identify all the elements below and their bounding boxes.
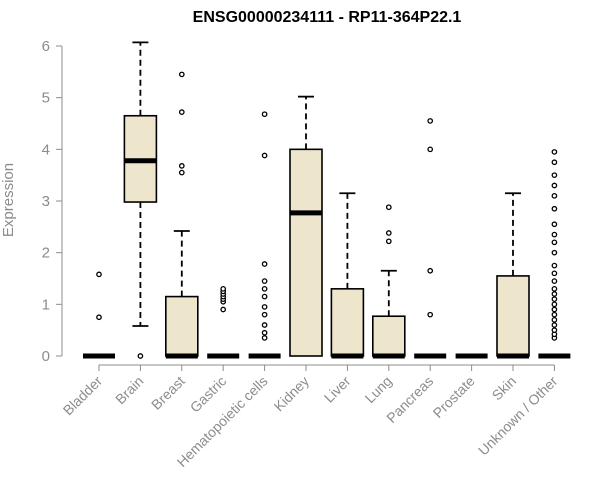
box-group — [165, 71, 199, 359]
box-group — [289, 95, 323, 357]
box-group — [83, 271, 115, 359]
outlier-point — [427, 146, 434, 153]
outlier-point — [551, 291, 558, 297]
outlier-point — [551, 322, 558, 328]
box-group — [207, 285, 240, 359]
outlier-point — [551, 239, 558, 246]
outlier-point — [96, 314, 102, 321]
outlier-point — [551, 262, 558, 269]
outlier-point — [427, 118, 434, 124]
box-group — [248, 111, 281, 359]
outlier-point — [261, 278, 268, 284]
outlier-point — [427, 267, 434, 274]
outlier-point — [261, 293, 268, 300]
outlier-point — [427, 311, 434, 318]
box — [330, 288, 365, 357]
outlier-point — [551, 278, 558, 284]
outlier-point — [261, 111, 268, 118]
box — [496, 275, 530, 357]
outlier-point — [551, 172, 558, 179]
outlier-point — [261, 152, 268, 159]
box — [165, 295, 199, 357]
outlier-point — [137, 353, 144, 359]
outlier-point — [385, 204, 392, 211]
outlier-point — [261, 335, 268, 341]
box-group — [123, 41, 158, 359]
x-tick-label: Breast — [148, 373, 188, 413]
outlier-point — [261, 329, 268, 336]
box-group — [496, 192, 530, 359]
outlier-point — [178, 109, 185, 115]
outlier-point — [551, 296, 558, 303]
x-tick-label: Kidney — [271, 373, 313, 415]
outlier-point — [178, 71, 185, 78]
outlier-point — [551, 221, 558, 228]
y-tick-label: 1 — [42, 296, 50, 313]
outlier-point — [551, 301, 558, 308]
outlier-point — [261, 261, 268, 267]
outlier-point — [261, 304, 268, 310]
outlier-point — [551, 270, 558, 277]
outlier-point — [220, 306, 227, 313]
outlier-point — [551, 159, 558, 166]
y-tick-label: 3 — [42, 193, 50, 210]
box-group — [538, 149, 571, 359]
box-group — [414, 118, 447, 359]
outlier-point — [220, 285, 227, 292]
box-group — [371, 204, 406, 359]
box — [289, 148, 323, 357]
x-tick-label: Unknown / Other — [475, 373, 561, 459]
y-tick-label: 4 — [42, 141, 50, 158]
outlier-point — [261, 311, 268, 318]
outlier-point — [551, 182, 558, 189]
y-tick-label: 2 — [42, 245, 50, 262]
outlier-point — [551, 249, 558, 256]
outlier-point — [551, 306, 558, 313]
outlier-point — [551, 231, 558, 238]
outlier-point — [551, 327, 558, 334]
outlier-point — [551, 205, 558, 212]
x-tick-label: Brain — [112, 373, 146, 407]
outlier-point — [178, 163, 185, 169]
y-tick-label: 5 — [42, 90, 50, 107]
x-tick-label: Liver — [321, 373, 354, 406]
y-axis: 0 1 2 3 4 5 6 — [42, 38, 63, 365]
outlier-point — [385, 230, 392, 236]
outlier-point — [551, 149, 558, 155]
plot-area — [83, 41, 571, 359]
y-axis-label: Expression — [0, 163, 17, 237]
outlier-point — [551, 192, 558, 199]
box — [371, 315, 406, 357]
y-tick-label: 0 — [42, 348, 50, 365]
outlier-point — [261, 322, 268, 328]
x-tick-label: Prostate — [430, 373, 478, 421]
outlier-point — [551, 311, 558, 318]
x-tick-label: Lung — [362, 373, 395, 406]
outlier-point — [385, 238, 392, 245]
outlier-point — [551, 316, 558, 323]
x-tick-label: Skin — [489, 373, 520, 404]
outlier-point — [261, 285, 268, 292]
outlier-point — [178, 169, 185, 176]
outlier-point — [551, 285, 558, 292]
chart-title: ENSG00000234111 - RP11-364P22.1 — [193, 9, 462, 26]
outlier-point — [96, 271, 102, 278]
y-tick-label: 6 — [42, 38, 50, 55]
box-group — [330, 192, 365, 359]
x-tick-label: Bladder — [60, 373, 106, 419]
